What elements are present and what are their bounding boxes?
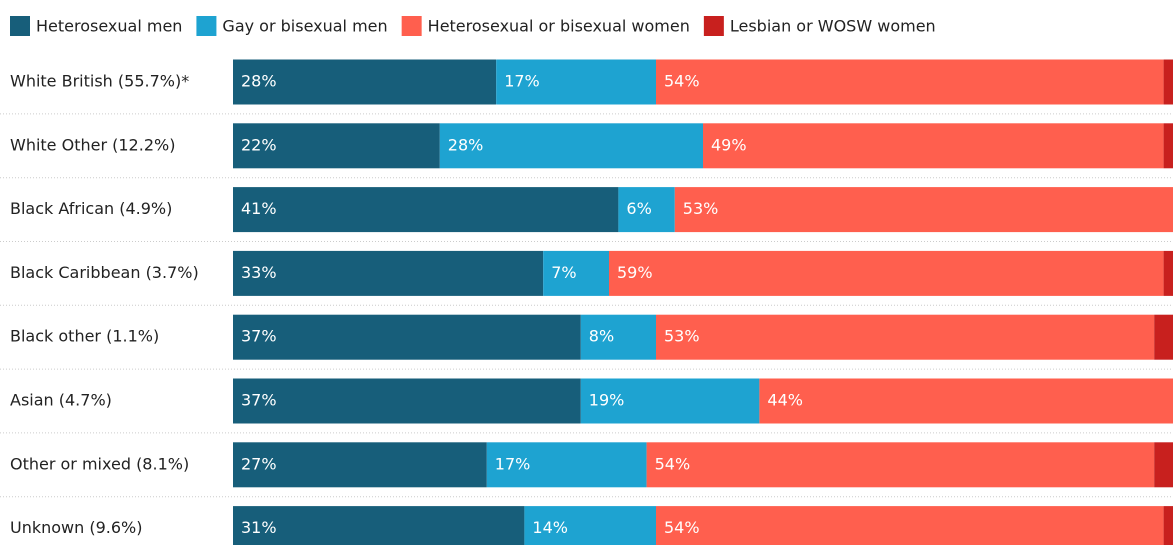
bar-segment — [439, 123, 703, 169]
bar-segment — [233, 123, 440, 169]
bar-segment — [580, 378, 760, 424]
value-label: 59% — [617, 263, 653, 282]
value-label: 14% — [532, 518, 568, 537]
bar-segment — [233, 250, 544, 296]
bar-segment — [703, 123, 1164, 169]
value-label: 49% — [711, 135, 747, 154]
bar-segment — [524, 506, 656, 545]
bar-segment — [233, 506, 525, 545]
value-label: 27% — [241, 454, 277, 473]
bar-segment — [656, 506, 1164, 545]
legend-label: Heterosexual or bisexual women — [428, 17, 690, 36]
value-label: 41% — [241, 199, 277, 218]
bar-segment — [646, 442, 1155, 488]
bar-segment — [656, 59, 1164, 105]
value-label: 17% — [495, 454, 531, 473]
bar-segment — [233, 314, 581, 360]
value-label: 28% — [241, 72, 277, 91]
bar-segment — [486, 442, 647, 488]
bar-segment — [580, 314, 656, 360]
legend-swatch — [401, 16, 422, 36]
bar-segment — [759, 378, 1173, 424]
bar-segment — [233, 378, 581, 424]
value-label: 33% — [241, 263, 277, 282]
category-label: Black African (4.9%) — [10, 199, 172, 218]
legend-label: Lesbian or WOSW women — [730, 17, 936, 36]
bar-segment — [233, 442, 487, 488]
bar-segment — [1163, 506, 1173, 545]
bar-segment — [233, 59, 497, 105]
value-label: 7% — [551, 263, 576, 282]
bar-segment — [674, 187, 1173, 233]
value-label: 28% — [448, 135, 484, 154]
category-label: Unknown (9.6%) — [10, 518, 143, 537]
value-label: 17% — [504, 72, 540, 91]
value-label: 19% — [589, 391, 625, 410]
bar-segment — [543, 250, 609, 296]
bar-segment — [1163, 59, 1173, 105]
category-label: Other or mixed (8.1%) — [10, 454, 189, 473]
bar-segment — [609, 250, 1164, 296]
category-label: Black Caribbean (3.7%) — [10, 263, 199, 282]
legend-swatch — [10, 16, 30, 36]
value-label: 37% — [241, 327, 277, 346]
category-label: White Other (12.2%) — [10, 135, 175, 154]
value-label: 6% — [626, 199, 651, 218]
bar-segment — [1163, 250, 1173, 296]
bar-segment — [1163, 123, 1173, 169]
value-label: 8% — [589, 327, 614, 346]
bar-segment — [618, 187, 675, 233]
value-label: 44% — [767, 391, 803, 410]
value-label: 54% — [664, 72, 700, 91]
value-label: 31% — [241, 518, 277, 537]
bar-segment — [1154, 314, 1173, 360]
value-label: 54% — [655, 454, 691, 473]
bar-segment — [656, 314, 1155, 360]
value-label: 22% — [241, 135, 277, 154]
bar-segment — [496, 59, 656, 105]
legend-label: Gay or bisexual men — [222, 17, 387, 36]
bar-segment — [233, 187, 619, 233]
legend-label: Heterosexual men — [36, 17, 182, 36]
value-label: 54% — [664, 518, 700, 537]
category-label: Black other (1.1%) — [10, 327, 159, 346]
value-label: 53% — [683, 199, 719, 218]
category-label: Asian (4.7%) — [10, 391, 112, 410]
category-label: White British (55.7%)* — [10, 72, 189, 91]
value-label: 53% — [664, 327, 700, 346]
bar-segment — [1154, 442, 1173, 488]
legend-swatch — [703, 16, 724, 36]
value-label: 37% — [241, 391, 277, 410]
legend-swatch — [196, 16, 217, 36]
